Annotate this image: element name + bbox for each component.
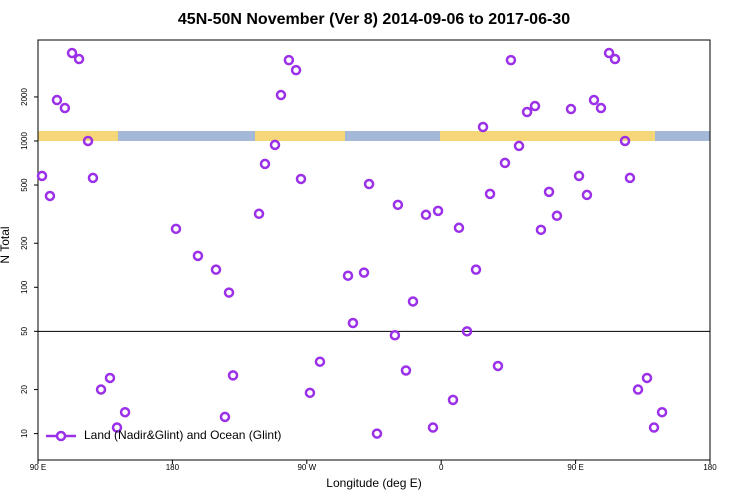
point (259, 158, 271, 170)
point (87, 172, 99, 184)
y-tick-label: 2000 (20, 87, 29, 105)
point (119, 406, 131, 418)
point (44, 190, 56, 202)
point (551, 210, 563, 222)
point (95, 384, 107, 395)
x-tick-label: 180 (166, 463, 180, 472)
point (588, 94, 600, 106)
point (275, 89, 287, 101)
point (192, 250, 204, 262)
y-tick-label: 10 (20, 429, 29, 438)
x-tick-label: 90 E (30, 463, 46, 472)
point (111, 422, 123, 433)
point (407, 296, 419, 307)
y-tick-label: 20 (20, 385, 29, 394)
y-tick-label: 200 (20, 236, 29, 250)
point (227, 370, 239, 381)
point (342, 270, 354, 281)
point (477, 121, 489, 133)
point (82, 135, 94, 147)
point (521, 106, 533, 118)
point (535, 224, 547, 236)
point (400, 365, 412, 376)
point (304, 387, 316, 399)
point (619, 135, 631, 147)
point (609, 53, 621, 65)
point (505, 54, 517, 66)
point (36, 170, 48, 182)
point (432, 205, 444, 217)
x-axis-label: Longitude (deg E) (326, 476, 421, 490)
point (269, 139, 281, 151)
x-tick-label: 90 W (297, 463, 316, 472)
point (223, 287, 235, 298)
point (253, 208, 265, 220)
point (641, 372, 653, 384)
point (470, 264, 482, 275)
point (499, 157, 511, 169)
point (170, 223, 182, 235)
point (347, 317, 359, 329)
point (581, 189, 593, 201)
point (565, 103, 577, 115)
point (461, 326, 473, 337)
point (632, 384, 644, 395)
point (573, 170, 585, 182)
point (624, 172, 636, 184)
point (603, 47, 615, 59)
legend-label: Land (Nadir&Glint) and Ocean (Glint) (84, 428, 281, 442)
point (484, 188, 496, 200)
point (656, 406, 668, 418)
y-axis-label: N Total (0, 226, 12, 263)
point (371, 428, 383, 439)
land-band (38, 131, 118, 141)
point (358, 267, 370, 278)
point (73, 53, 85, 65)
x-tick-label: 180 (703, 463, 717, 472)
point (295, 173, 307, 185)
land-band (255, 131, 345, 141)
ocean-band (345, 131, 440, 141)
point (447, 394, 459, 406)
point (427, 422, 439, 433)
chart-title: 45N-50N November (Ver 8) 2014-09-06 to 2… (178, 11, 570, 28)
point (492, 360, 504, 372)
point (453, 222, 465, 234)
point (283, 54, 295, 66)
point (392, 199, 404, 211)
point (389, 330, 401, 341)
point (513, 140, 525, 152)
point (420, 209, 432, 221)
point (595, 102, 607, 114)
point (219, 411, 231, 423)
point (363, 178, 375, 190)
land-ocean-band (38, 131, 710, 141)
y-tick-label: 100 (20, 280, 29, 294)
x-tick-label: 90 E (567, 463, 583, 472)
point (210, 264, 222, 275)
ocean-band (118, 131, 255, 141)
point (51, 94, 63, 106)
point (104, 372, 116, 384)
point (648, 422, 660, 433)
x-tick-label: 0 (439, 463, 444, 472)
point (314, 356, 326, 367)
point (59, 102, 71, 114)
point (529, 100, 541, 112)
point (66, 47, 78, 59)
land-band (440, 131, 655, 141)
legend-marker (55, 430, 67, 442)
point (543, 186, 555, 198)
y-tick-label: 500 (20, 178, 29, 192)
point (290, 64, 302, 76)
y-tick-label: 1000 (20, 132, 29, 150)
y-tick-label: 50 (20, 326, 29, 335)
ocean-band (655, 131, 710, 141)
plot-frame (37, 39, 711, 461)
